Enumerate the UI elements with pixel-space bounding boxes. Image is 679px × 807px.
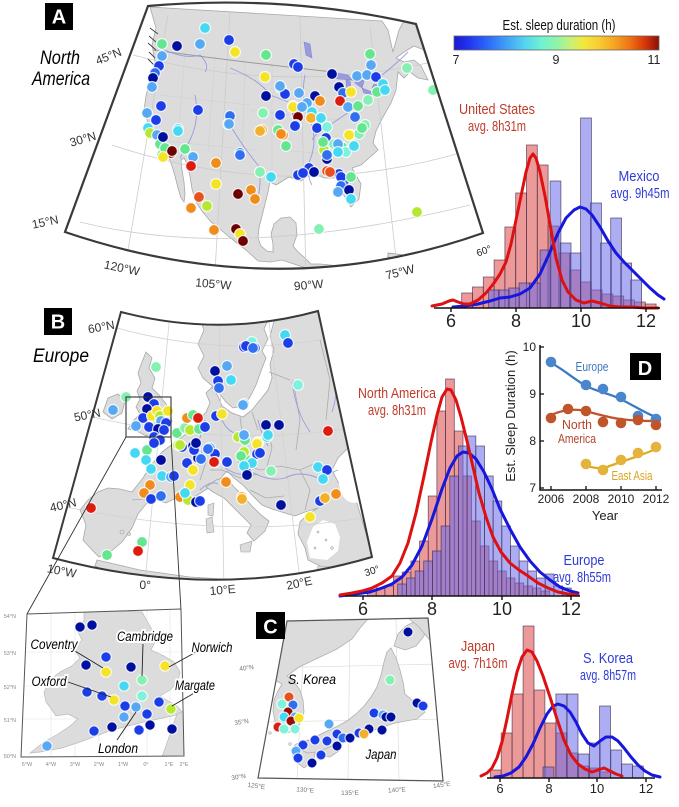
svg-text:52°N: 52°N bbox=[4, 685, 16, 691]
svg-text:D: D bbox=[638, 358, 652, 380]
svg-text:54°N: 54°N bbox=[4, 614, 16, 620]
svg-text:130°E: 130°E bbox=[296, 785, 315, 794]
svg-text:12: 12 bbox=[636, 311, 656, 331]
svg-text:1°E: 1°E bbox=[165, 762, 174, 768]
svg-text:15°N: 15°N bbox=[31, 212, 60, 231]
svg-text:S. Korea: S. Korea bbox=[583, 650, 634, 667]
svg-text:105°W: 105°W bbox=[195, 275, 233, 292]
svg-text:10: 10 bbox=[571, 311, 591, 331]
svg-text:America: America bbox=[558, 432, 596, 446]
svg-text:10: 10 bbox=[590, 781, 604, 796]
svg-text:avg. 8h55m: avg. 8h55m bbox=[553, 569, 611, 586]
svg-text:40°N: 40°N bbox=[239, 663, 255, 673]
svg-text:2012: 2012 bbox=[643, 492, 670, 506]
svg-text:United States: United States bbox=[459, 101, 535, 118]
svg-text:S. Korea: S. Korea bbox=[288, 671, 336, 687]
svg-text:20°E: 20°E bbox=[285, 574, 313, 593]
svg-text:1°W: 1°W bbox=[118, 762, 129, 768]
svg-text:Cambridge: Cambridge bbox=[117, 629, 173, 644]
svg-text:Coventry: Coventry bbox=[31, 637, 79, 652]
svg-text:135°E: 135°E bbox=[341, 789, 359, 797]
svg-text:4°W: 4°W bbox=[46, 762, 57, 768]
svg-text:35°N: 35°N bbox=[234, 717, 250, 727]
svg-text:8: 8 bbox=[511, 311, 521, 331]
svg-text:A: A bbox=[52, 7, 66, 29]
svg-text:51°N: 51°N bbox=[4, 718, 16, 724]
svg-text:Est. Sleep Duration (h): Est. Sleep Duration (h) bbox=[503, 350, 518, 482]
svg-text:North: North bbox=[40, 48, 80, 69]
svg-text:Est. sleep duration (h): Est. sleep duration (h) bbox=[503, 18, 616, 34]
svg-text:6: 6 bbox=[446, 311, 456, 331]
svg-text:10: 10 bbox=[523, 340, 537, 354]
svg-text:9: 9 bbox=[553, 53, 560, 67]
svg-text:avg. 8h31m: avg. 8h31m bbox=[368, 402, 426, 419]
svg-text:90°W: 90°W bbox=[293, 277, 324, 294]
svg-text:12: 12 bbox=[561, 599, 581, 619]
svg-text:7: 7 bbox=[453, 53, 460, 67]
svg-text:10: 10 bbox=[492, 599, 512, 619]
svg-text:Europe: Europe bbox=[33, 346, 89, 367]
svg-text:8: 8 bbox=[529, 434, 536, 448]
svg-text:2010: 2010 bbox=[608, 492, 635, 506]
svg-text:2008: 2008 bbox=[573, 492, 600, 506]
svg-text:30°: 30° bbox=[363, 564, 381, 579]
svg-text:50°N: 50°N bbox=[73, 406, 102, 425]
svg-text:11: 11 bbox=[648, 53, 661, 67]
svg-text:Year: Year bbox=[592, 508, 619, 523]
svg-text:140°E: 140°E bbox=[388, 785, 407, 794]
svg-text:Norwich: Norwich bbox=[192, 640, 233, 655]
svg-text:B: B bbox=[51, 312, 65, 334]
svg-text:8: 8 bbox=[545, 781, 552, 796]
svg-text:London: London bbox=[98, 741, 138, 756]
svg-text:3°W: 3°W bbox=[70, 762, 81, 768]
svg-text:0°: 0° bbox=[139, 578, 151, 593]
svg-text:Europe: Europe bbox=[564, 552, 605, 569]
svg-text:America: America bbox=[31, 69, 90, 90]
svg-text:Oxford: Oxford bbox=[32, 674, 67, 689]
svg-text:8: 8 bbox=[427, 599, 437, 619]
svg-text:Japan: Japan bbox=[461, 638, 495, 655]
svg-text:12: 12 bbox=[639, 781, 653, 796]
svg-text:50°N: 50°N bbox=[4, 754, 16, 760]
svg-text:East Asia: East Asia bbox=[612, 469, 653, 483]
svg-text:2°E: 2°E bbox=[180, 762, 189, 768]
svg-text:53°N: 53°N bbox=[4, 651, 16, 657]
svg-text:10°W: 10°W bbox=[46, 561, 78, 580]
svg-text:5°W: 5°W bbox=[22, 762, 33, 768]
svg-text:10°E: 10°E bbox=[209, 582, 236, 598]
svg-text:9: 9 bbox=[529, 387, 536, 401]
svg-text:125°E: 125°E bbox=[247, 781, 266, 791]
svg-text:avg. 9h45m: avg. 9h45m bbox=[611, 185, 670, 202]
svg-text:North America: North America bbox=[358, 385, 437, 402]
svg-text:Mexico: Mexico bbox=[619, 168, 660, 185]
svg-text:avg. 8h31m: avg. 8h31m bbox=[468, 118, 526, 135]
svg-text:avg. 8h57m: avg. 8h57m bbox=[580, 667, 636, 684]
svg-text:avg. 7h16m: avg. 7h16m bbox=[449, 655, 508, 672]
svg-text:60°: 60° bbox=[475, 244, 493, 260]
svg-text:2°W: 2°W bbox=[94, 762, 105, 768]
svg-text:6: 6 bbox=[496, 781, 503, 796]
svg-text:0°: 0° bbox=[143, 762, 148, 768]
svg-text:Europe: Europe bbox=[576, 360, 609, 374]
svg-text:30°N: 30°N bbox=[231, 772, 247, 782]
svg-text:40°N: 40°N bbox=[48, 495, 77, 515]
svg-text:Japan: Japan bbox=[365, 746, 397, 762]
svg-text:7: 7 bbox=[529, 481, 536, 495]
svg-text:60°N: 60°N bbox=[87, 318, 116, 336]
svg-text:Margate: Margate bbox=[175, 678, 215, 693]
svg-text:North: North bbox=[562, 418, 592, 432]
svg-text:6: 6 bbox=[358, 599, 368, 619]
svg-text:2006: 2006 bbox=[538, 492, 565, 506]
svg-text:145°E: 145°E bbox=[432, 780, 451, 790]
svg-text:C: C bbox=[263, 617, 277, 639]
